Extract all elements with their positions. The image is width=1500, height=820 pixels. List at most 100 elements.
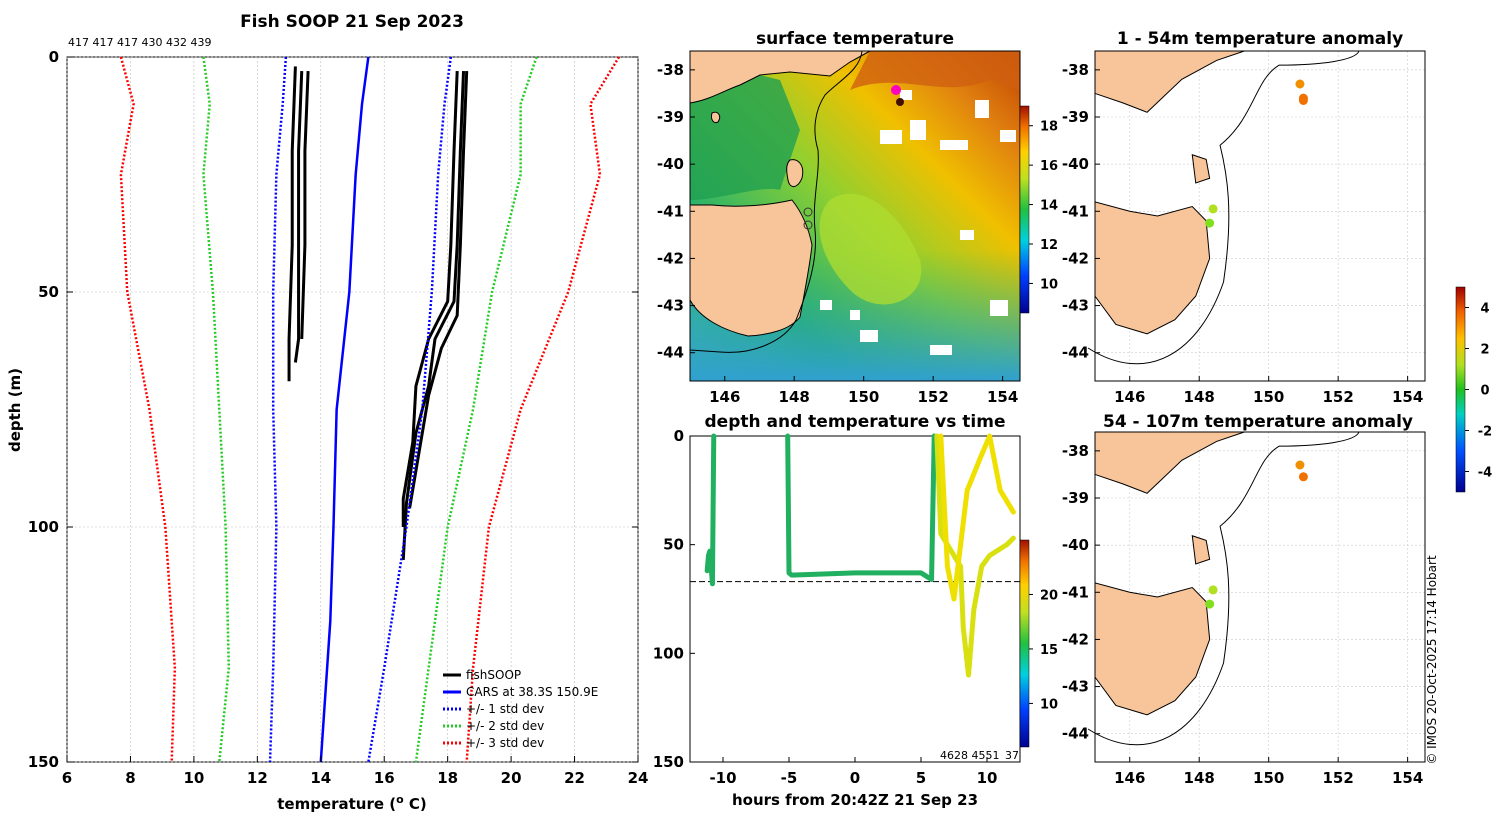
map-lat-tick-label: -43 xyxy=(1062,297,1089,315)
legend-label-std3: +/- 3 std dev xyxy=(466,736,544,750)
anomaly-map-ticks: 146 148 150 152 154 -38 -39 -40 -41 -42 -43 -44 xyxy=(1062,442,1423,787)
king-island xyxy=(711,111,721,123)
credit-text: © IMOS 20-Oct-2025 17:14 Hobart xyxy=(1425,555,1439,765)
profile-y-tick-label: 50 xyxy=(38,283,59,301)
tasmania xyxy=(1094,582,1211,716)
profile-x-tick-label: 18 xyxy=(437,769,458,787)
colorbar-tick-label: 12 xyxy=(1040,238,1058,253)
colorbar-tick-label: 10 xyxy=(1040,277,1058,292)
fishsoop-profile-line xyxy=(401,71,459,527)
map-lat-tick-label: -42 xyxy=(657,249,684,267)
legend-label-std1: +/- 1 std dev xyxy=(466,702,544,716)
timeseries-title: depth and temperature vs time xyxy=(705,412,1006,432)
colorbar-tick-label: 18 xyxy=(1040,120,1058,135)
mainland-coast xyxy=(1094,431,1245,494)
profile-legend: fishSOOP CARS at 38.3S 150.9E +/- 1 std … xyxy=(443,668,598,750)
timeseries-x-label: hours from 20:42Z 21 Sep 23 xyxy=(732,791,978,809)
shelf-contour xyxy=(689,50,863,353)
fishsoop-profile-line xyxy=(293,71,304,363)
map-lat-tick-label: -44 xyxy=(1062,725,1089,743)
timeseries-y-tick-label: 150 xyxy=(653,753,684,771)
station-marker xyxy=(803,220,813,230)
timeseries-x-tick-label: 5 xyxy=(916,769,926,787)
std2-line xyxy=(414,56,538,763)
colorbar-tick-label: 4 xyxy=(1480,302,1489,317)
profile-ids: 417 417 417 430 432 439 xyxy=(68,36,211,49)
map-lat-tick-label: -42 xyxy=(1062,630,1089,648)
profile-panel: 6 8 10 12 14 16 18 20 22 24 0 50 100 150 Fish SOOP 2… xyxy=(6,12,648,813)
shelf-contour xyxy=(1087,50,1360,365)
shelf-contour xyxy=(1087,431,1360,746)
colorbar-tick-label: 2 xyxy=(1480,343,1489,358)
timeseries-tracks xyxy=(690,433,1020,678)
colorbar-tick-label: 16 xyxy=(1040,159,1058,174)
fish-location-marker xyxy=(896,98,904,106)
profile-y-tick-label: 150 xyxy=(28,753,59,771)
profile-x-ticks: 6 8 10 12 14 16 18 20 22 24 xyxy=(62,756,649,787)
map-lat-tick-label: -39 xyxy=(657,108,684,126)
map-lat-tick-label: -40 xyxy=(657,155,684,173)
map-lon-tick-label: 152 xyxy=(918,388,949,406)
map-lon-tick-label: 148 xyxy=(1184,769,1215,787)
profile-title: Fish SOOP 21 Sep 2023 xyxy=(240,12,464,32)
anomaly-point xyxy=(1205,599,1215,609)
surface-colorbar xyxy=(1019,105,1030,314)
surface-colorbar-ticks: 18 16 14 12 10 xyxy=(1029,120,1058,292)
anomaly-upper-title: 1 - 54m temperature anomaly xyxy=(1117,29,1403,49)
timeseries-y-tick-label: 50 xyxy=(663,536,684,554)
map-lon-tick-label: 154 xyxy=(1392,769,1423,787)
map-lat-tick-label: -40 xyxy=(1062,536,1089,554)
profile-x-tick-label: 14 xyxy=(310,769,331,787)
colorbar-tick-label: 10 xyxy=(1040,697,1058,712)
timeseries-x-tick-label: -5 xyxy=(781,769,798,787)
mainland-coast xyxy=(689,50,871,104)
map-lat-tick-label: -39 xyxy=(1062,108,1089,126)
fishsoop-profile-line xyxy=(287,66,297,382)
anomaly-colorbar-ticks: 4 2 0 -2 -4 xyxy=(1465,302,1492,481)
anomaly-point xyxy=(1295,460,1305,470)
anomaly-map-frame xyxy=(1094,431,1426,763)
colorbar-tick-label: 15 xyxy=(1040,643,1058,658)
tasmania xyxy=(689,199,813,337)
anomaly-point xyxy=(1298,96,1308,105)
profile-x-tick-label: 24 xyxy=(628,769,649,787)
map-lat-tick-label: -40 xyxy=(1062,155,1089,173)
surface-map-panel: 146 148 150 152 154 -38 -39 -40 -41 -42 -43 -44 sur… xyxy=(657,29,1058,406)
fish-depth-track xyxy=(934,433,1016,678)
fishsoop-profile-line xyxy=(401,71,466,560)
map-lon-tick-label: 148 xyxy=(779,388,810,406)
profile-x-tick-label: 6 xyxy=(62,769,72,787)
map-lat-tick-label: -44 xyxy=(1062,344,1089,362)
profile-grid xyxy=(66,56,639,763)
timeseries-ids-suffix: 37 xyxy=(1005,749,1019,762)
sst-warm-core xyxy=(850,51,1020,90)
station-marker xyxy=(803,207,813,217)
surface-map-title: surface temperature xyxy=(756,29,954,49)
sst-strait xyxy=(690,70,800,200)
timeseries-x-tick-label: 10 xyxy=(977,769,998,787)
anomaly-map-upper: 146 148 150 152 154 -38 -39 -40 -41 -42 -43 -44 xyxy=(1062,50,1426,406)
legend-label-cars: CARS at 38.3S 150.9E xyxy=(466,685,598,699)
fish-depth-track xyxy=(938,433,1016,602)
timeseries-y-tick-label: 0 xyxy=(674,427,684,445)
map-lat-tick-label: -42 xyxy=(1062,249,1089,267)
cars-mean-line xyxy=(319,56,370,763)
anomaly-point xyxy=(1205,218,1215,228)
map-lon-tick-label: 150 xyxy=(848,388,879,406)
anomaly-point xyxy=(1295,79,1305,89)
map-lat-tick-label: -38 xyxy=(1062,442,1089,460)
fishsoop-profile-line xyxy=(300,71,310,340)
timeseries-x-tick-label: -10 xyxy=(709,769,736,787)
map-lat-tick-label: -43 xyxy=(657,297,684,315)
map-lat-tick-label: -38 xyxy=(1062,61,1089,79)
profile-x-tick-label: 12 xyxy=(247,769,268,787)
std3-line xyxy=(119,56,177,763)
map-lat-tick-label: -41 xyxy=(1062,583,1089,601)
profile-x-tick-label: 22 xyxy=(564,769,585,787)
std2-line xyxy=(202,56,231,763)
anomaly-point xyxy=(1298,472,1308,482)
profile-x-label: temperature (o C) xyxy=(277,793,427,813)
